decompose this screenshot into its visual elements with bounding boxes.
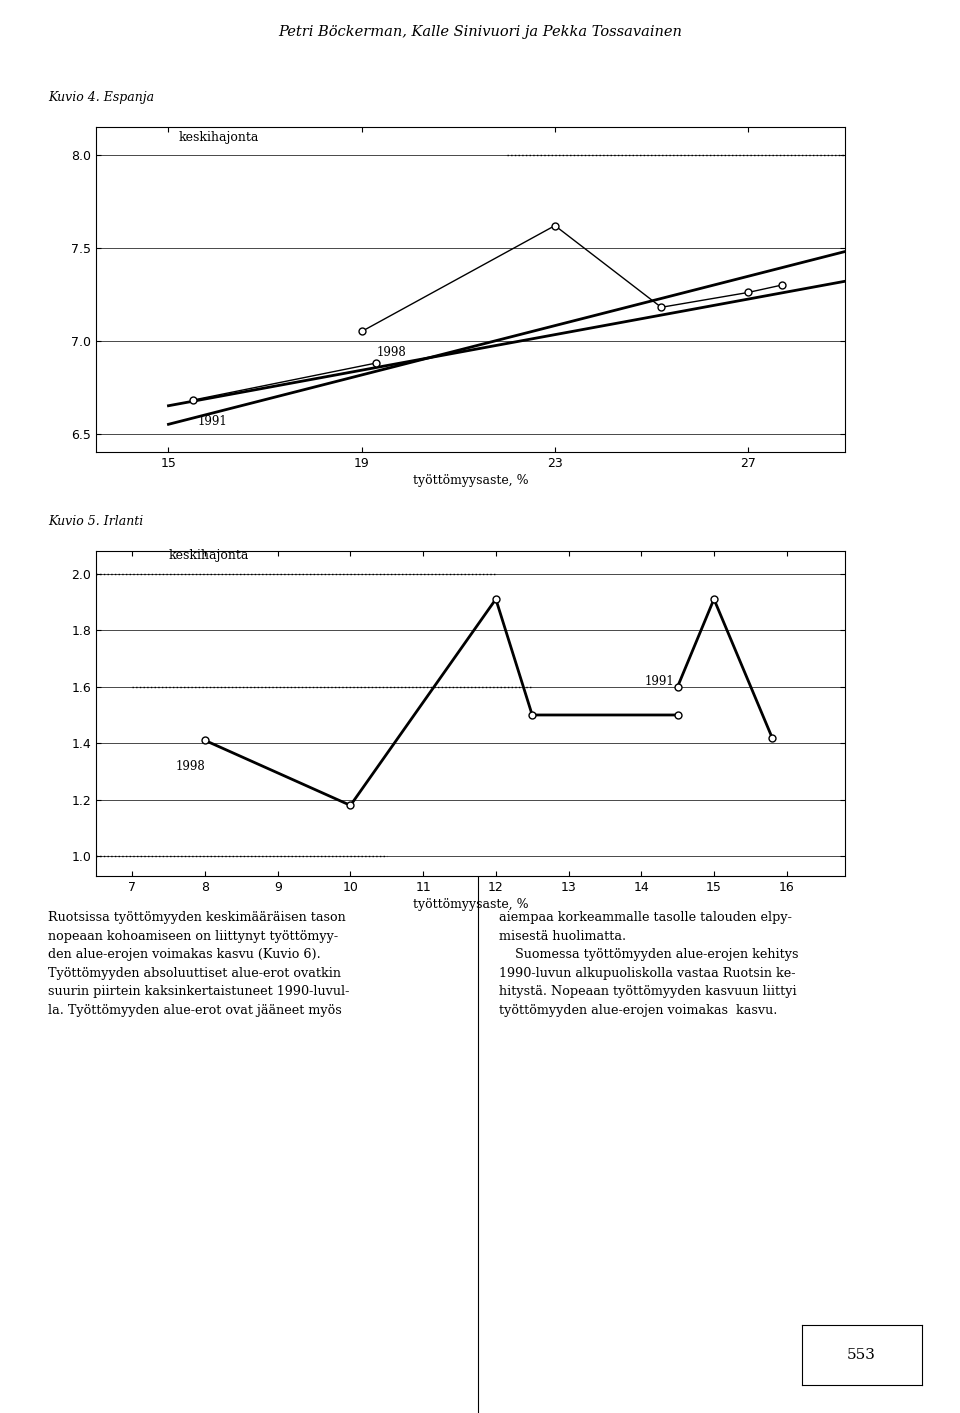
Text: 1991: 1991 [198, 415, 228, 428]
Text: Kuvio 4. Espanja: Kuvio 4. Espanja [48, 90, 155, 105]
Text: 1998: 1998 [376, 346, 406, 359]
Text: keskihajonta: keskihajonta [169, 550, 249, 562]
Text: Petri Böckerman, Kalle Sinivuori ja Pekka Tossavainen: Petri Böckerman, Kalle Sinivuori ja Pekk… [278, 25, 682, 40]
X-axis label: työttömyysaste, %: työttömyysaste, % [413, 475, 528, 487]
Text: keskihajonta: keskihajonta [179, 131, 258, 144]
Text: aiempaa korkeammalle tasolle talouden elpy-
misestä huolimatta.
    Suomessa työ: aiempaa korkeammalle tasolle talouden el… [499, 911, 799, 1017]
Text: 553: 553 [847, 1348, 876, 1362]
Text: Ruotsissa työttömyyden keskimääräisen tason
nopeaan kohoamiseen on liittynyt työ: Ruotsissa työttömyyden keskimääräisen ta… [48, 911, 349, 1017]
X-axis label: työttömyysaste, %: työttömyysaste, % [413, 899, 528, 911]
Text: 1991: 1991 [645, 674, 675, 688]
Text: Kuvio 5. Irlanti: Kuvio 5. Irlanti [48, 514, 143, 528]
Text: 1998: 1998 [176, 760, 205, 773]
